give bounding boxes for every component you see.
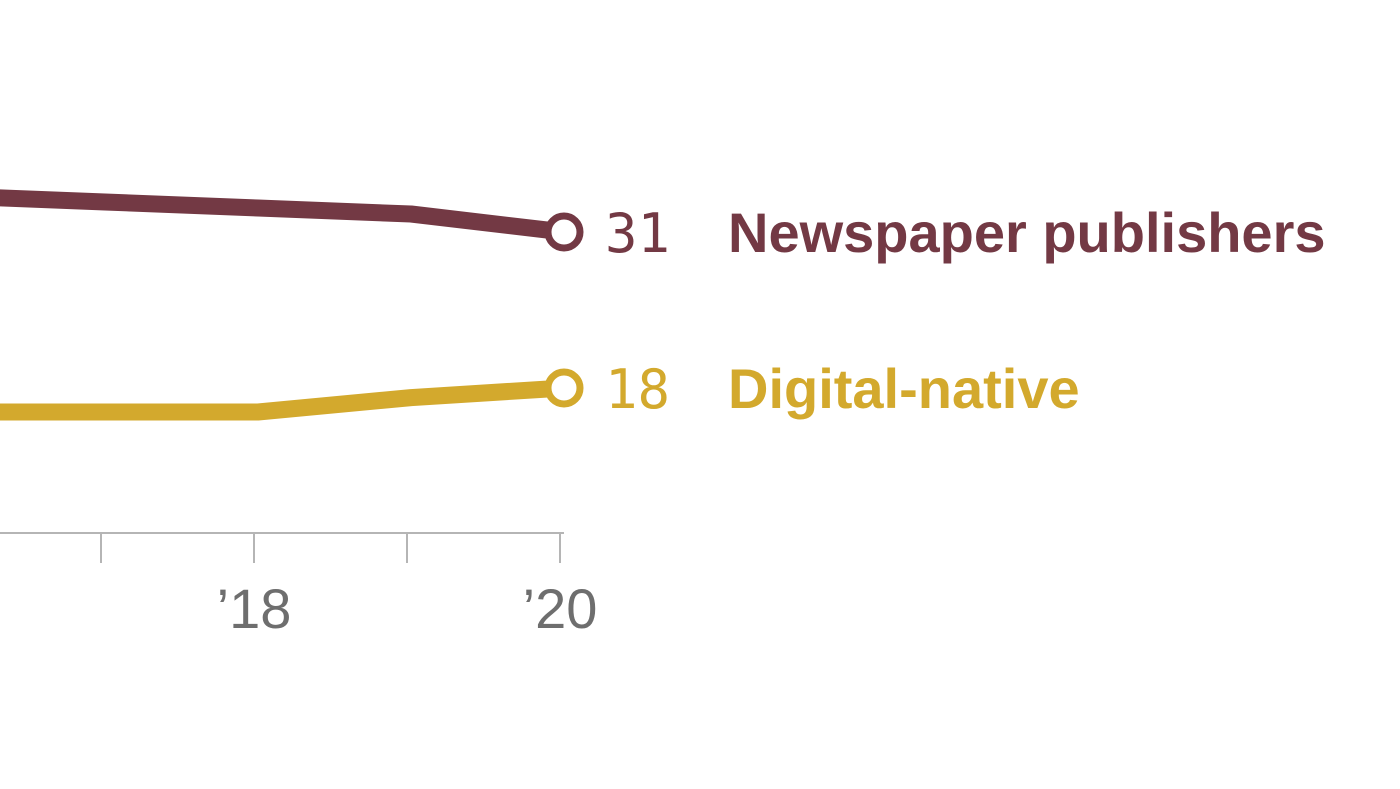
x-tick-label-2020: ’20 xyxy=(523,577,598,640)
end-value-digital-native: 18 xyxy=(605,358,670,421)
series-label-newspaper-publishers: Newspaper publishers xyxy=(728,201,1326,264)
x-tick-label-2018: ’18 xyxy=(217,577,292,640)
series-line-newspaper-publishers xyxy=(0,189,565,241)
series-group xyxy=(0,189,584,421)
end-value-newspaper-publishers: 31 xyxy=(605,202,670,265)
data-point-digital-native-2020 xyxy=(544,368,584,408)
series-line-digital-native xyxy=(0,379,565,421)
series-label-digital-native: Digital-native xyxy=(728,357,1080,420)
x-axis xyxy=(0,532,564,563)
data-point-newspaper-publishers-2020 xyxy=(544,212,584,252)
label-group: ’18 ’20 31 Newspaper publishers 18 Digital-na… xyxy=(217,201,1326,640)
